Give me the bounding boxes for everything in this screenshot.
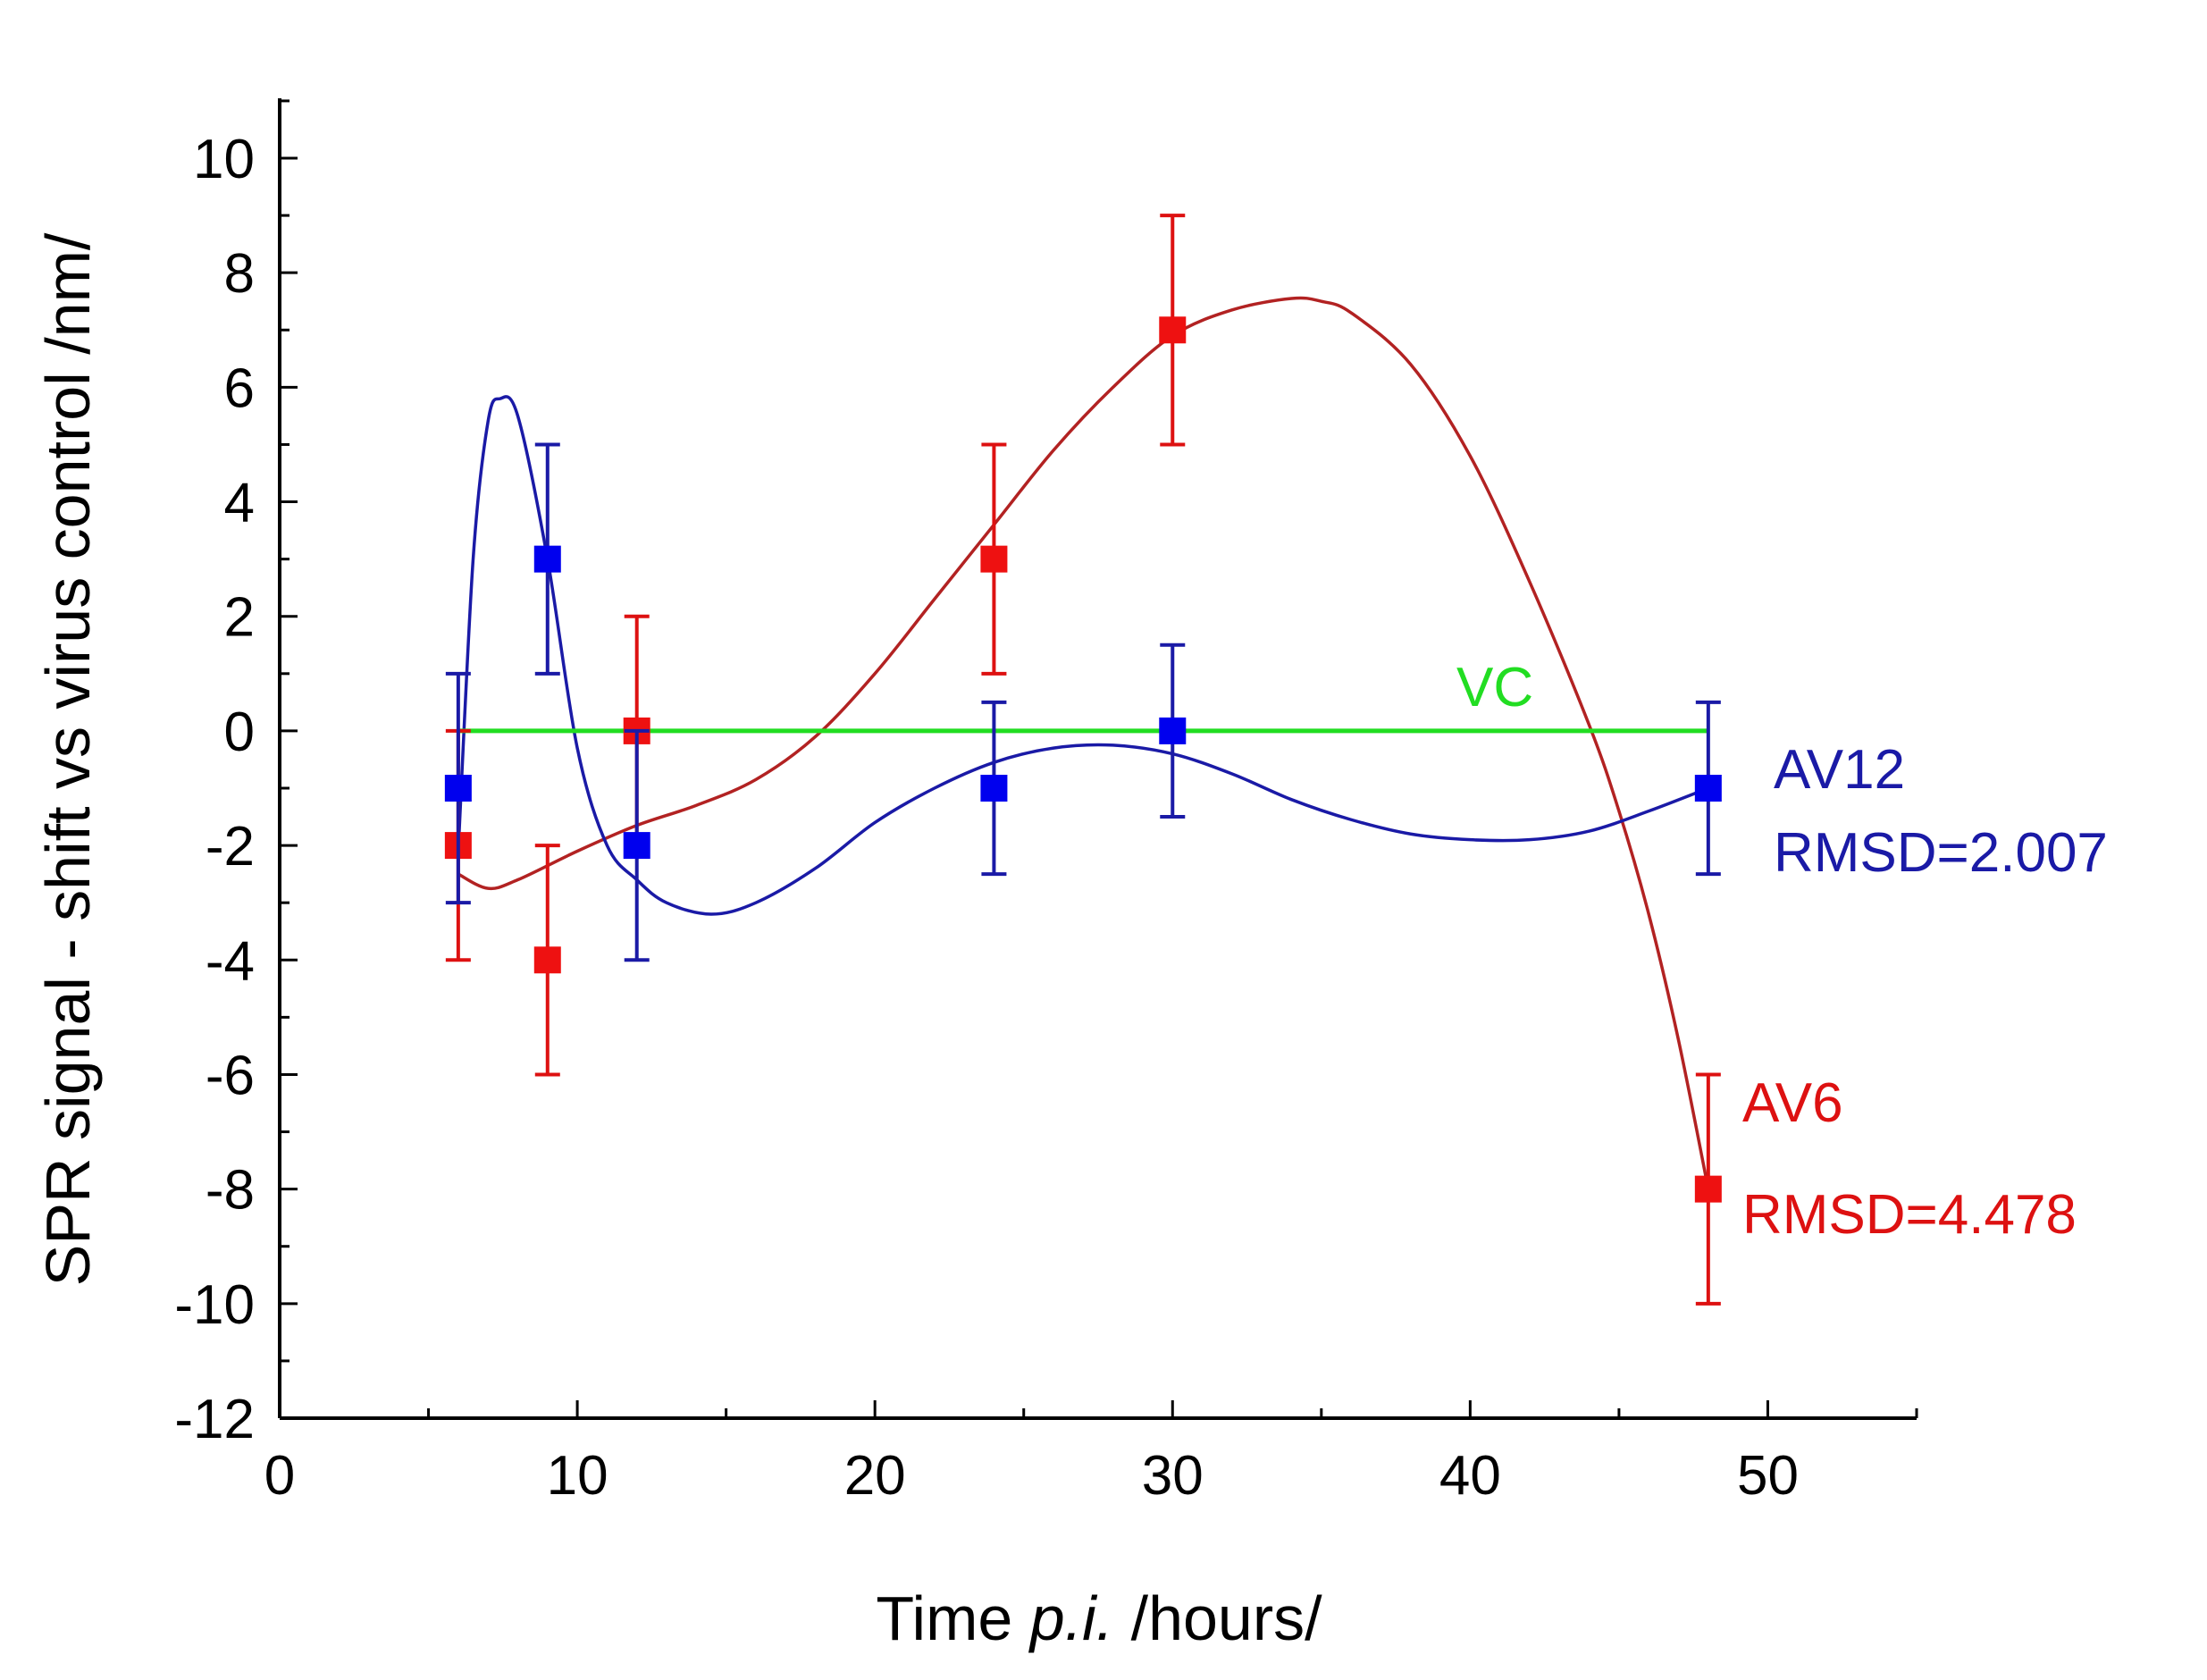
y-tick-label: 4 (224, 473, 255, 534)
x-tick-label: 10 (547, 1445, 608, 1507)
y-tick-label: 10 (193, 129, 255, 190)
y-tick-label: -4 (206, 930, 255, 992)
y-tick-label: 6 (224, 357, 255, 419)
av6-label: AV6 (1742, 1072, 1843, 1134)
av6-point (1159, 316, 1187, 344)
av12-point (1694, 775, 1722, 802)
y-tick-label: -2 (206, 816, 255, 878)
av12-point (1159, 717, 1187, 744)
av6-rmsd-label: RMSD=4.478 (1742, 1184, 2077, 1246)
x-tick-label: 50 (1737, 1445, 1799, 1507)
y-axis-title: SPR signal - shift vs virus control /nm/ (33, 232, 103, 1286)
av6-point (1694, 1175, 1722, 1203)
vc-label: VC (1456, 657, 1533, 718)
av12-point (444, 775, 472, 802)
y-tick-label: 2 (224, 587, 255, 649)
y-ticks: -12 -10 -8 -6 -4 -2 0 2 4 6 8 10 (174, 99, 298, 1450)
x-tick-label: 0 (264, 1445, 295, 1507)
x-tick-label: 20 (844, 1445, 906, 1507)
x-tick-label: 40 (1439, 1445, 1501, 1507)
y-tick-label: -8 (206, 1160, 255, 1222)
x-tick-label: 30 (1142, 1445, 1204, 1507)
av12-point (980, 775, 1008, 802)
av12-point (533, 545, 561, 573)
av6-point (980, 545, 1008, 573)
av12-series (444, 442, 1722, 962)
y-tick-label: 8 (224, 243, 255, 305)
av12-label: AV12 (1774, 739, 1905, 801)
y-tick-label: -12 (174, 1389, 255, 1450)
av6-point (533, 946, 561, 974)
av12-fit-curve (457, 395, 1709, 916)
y-tick-label: -6 (206, 1045, 255, 1106)
y-tick-label: 0 (224, 701, 255, 763)
x-axis-title: Time p.i. /hours/ (876, 1583, 1322, 1653)
x-ticks: 0 10 20 30 40 50 (264, 1400, 1918, 1507)
av12-rmsd-label: RMSD=2.007 (1774, 822, 2108, 884)
av12-point (623, 832, 650, 860)
y-tick-label: -10 (174, 1274, 255, 1336)
